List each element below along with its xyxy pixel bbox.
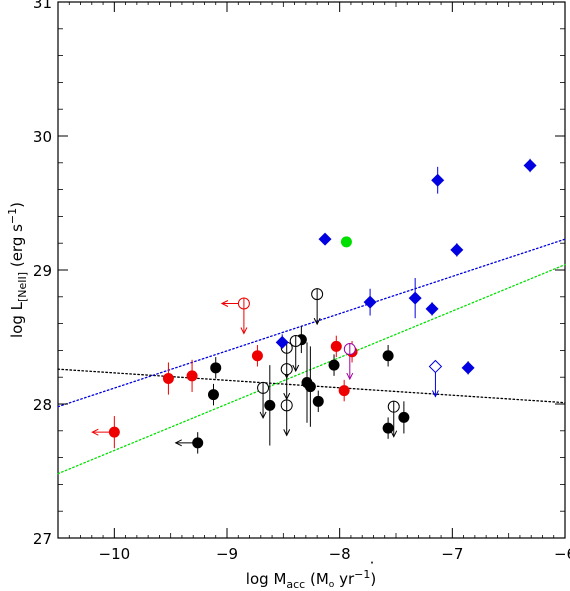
data-point [108, 426, 120, 438]
data-points [108, 158, 537, 449]
y-tick-label: 29 [33, 262, 52, 280]
down-limit-arrowhead [431, 390, 439, 398]
x-axis-label-dot: · [370, 554, 375, 572]
data-point [312, 395, 324, 407]
data-point [340, 236, 352, 248]
down-limit-arrowhead [240, 327, 248, 335]
y-tick-label: 27 [33, 530, 52, 548]
data-point [330, 340, 342, 352]
down-limit-arrowhead [292, 364, 300, 373]
error-bars [113, 158, 531, 454]
data-point [523, 158, 537, 172]
data-point [425, 302, 439, 316]
data-point [398, 411, 410, 423]
x-tick-label: −8 [329, 545, 351, 563]
x-tick-label: −9 [216, 545, 238, 563]
data-point [408, 291, 422, 305]
axes-ticks: −10 −9 −8 −7 −6 27 28 29 30 31 [33, 0, 570, 563]
down-limit-arrowhead [283, 392, 291, 401]
y-tick-label: 31 [33, 0, 52, 12]
data-point [363, 295, 377, 309]
data-point [264, 399, 276, 411]
fit-lines [57, 238, 566, 475]
left-limit-arrowhead [91, 428, 99, 436]
y-tick-label: 30 [33, 128, 52, 146]
data-point [251, 350, 263, 362]
left-limit-arrowhead [174, 439, 182, 447]
x-axis-label: log Macc (Mo yr−1) [246, 568, 376, 591]
data-point [338, 385, 350, 397]
data-point [207, 389, 219, 401]
data-point [450, 243, 464, 257]
down-limit-arrowhead [259, 411, 267, 420]
fit-line-1 [57, 238, 566, 408]
data-point [186, 370, 198, 382]
data-point [328, 359, 340, 371]
x-tick-label: −10 [99, 545, 131, 563]
data-point [428, 359, 443, 374]
down-limit-arrowhead [346, 372, 354, 381]
data-point [318, 232, 332, 246]
data-point [382, 422, 394, 434]
data-point [275, 335, 289, 349]
down-limit-arrowhead [390, 430, 398, 438]
data-point [431, 173, 445, 187]
down-limit-arrowhead [283, 429, 291, 437]
data-point [162, 373, 174, 385]
data-point [210, 362, 222, 374]
data-point [192, 437, 204, 449]
x-tick-label: −6 [554, 545, 570, 563]
left-limit-arrowhead [220, 300, 229, 307]
y-axis-label: log L[NeII] (erg s−1) [6, 202, 29, 338]
data-point [304, 381, 316, 393]
plot-frame [57, 1, 566, 539]
data-point [382, 350, 394, 362]
fit-line-2 [57, 263, 566, 475]
data-point [461, 361, 475, 375]
x-tick-label: −7 [441, 545, 463, 563]
y-tick-label: 28 [33, 396, 52, 414]
down-limit-arrowhead [313, 317, 321, 326]
